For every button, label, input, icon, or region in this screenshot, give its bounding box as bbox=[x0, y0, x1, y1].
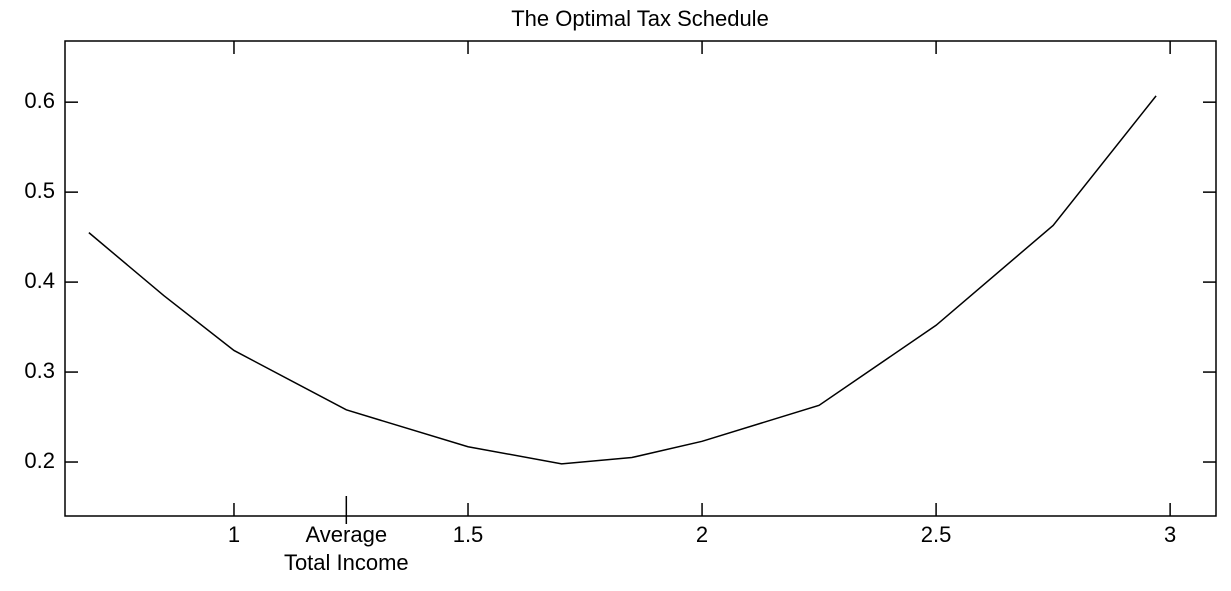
line-series bbox=[88, 95, 1157, 465]
annotation-label: Total Income bbox=[284, 550, 409, 575]
chart-title: The Optimal Tax Schedule bbox=[511, 6, 769, 31]
y-tick-label: 0.5 bbox=[24, 178, 55, 203]
x-tick-label: 3 bbox=[1164, 522, 1176, 547]
plot-frame bbox=[64, 40, 1217, 517]
x-tick-label: 1 bbox=[228, 522, 240, 547]
y-tick-label: 0.3 bbox=[24, 358, 55, 383]
x-tick-label: 1.5 bbox=[453, 522, 484, 547]
y-tick-label: 0.4 bbox=[24, 268, 55, 293]
y-tick-label: 0.2 bbox=[24, 448, 55, 473]
y-tick-label: 0.6 bbox=[24, 88, 55, 113]
x-tick-label: 2.5 bbox=[921, 522, 952, 547]
x-tick-label: 2 bbox=[696, 522, 708, 547]
annotation-label: Average bbox=[306, 522, 388, 547]
